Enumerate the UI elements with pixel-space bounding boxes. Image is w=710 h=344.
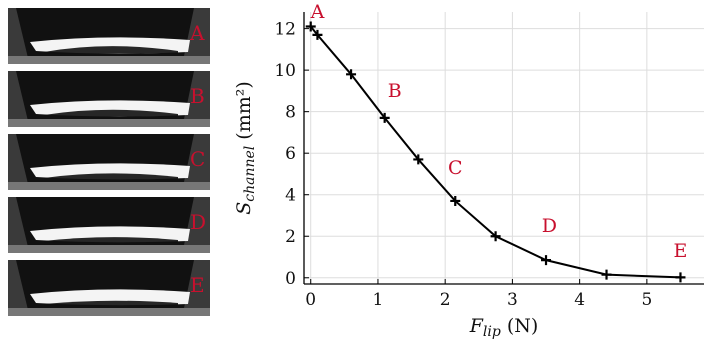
data-point-marker: [450, 195, 461, 206]
axes: [303, 12, 704, 285]
photo-panel: C: [8, 134, 210, 190]
data-point-marker: [541, 255, 552, 266]
photo-bright-band: [30, 289, 190, 306]
y-axis-title-unit: (mm²): [233, 81, 255, 146]
point-label: B: [388, 80, 402, 102]
y-axis-title-main: S: [233, 202, 255, 215]
point-label: D: [542, 215, 557, 237]
series-line: [309, 25, 681, 279]
photo-lower-gray: [8, 119, 210, 127]
data-point-marker: [346, 69, 357, 80]
y-tick-label: 0: [285, 269, 296, 289]
grid: [304, 12, 704, 284]
photo-label: B: [190, 84, 205, 108]
y-tick-label: 8: [285, 103, 296, 123]
y-tick-label: 2: [285, 227, 296, 247]
point-label: A: [310, 1, 325, 23]
photo-panel: E: [8, 260, 210, 316]
x-axis-title: Flip (N): [469, 315, 539, 340]
photo-label: C: [190, 147, 205, 171]
x-tick-label: 4: [574, 290, 585, 310]
x-tick-label: 0: [305, 290, 316, 310]
x-tick-label: 2: [440, 290, 451, 310]
series: [305, 21, 686, 283]
data-point-marker: [490, 231, 501, 242]
data-point-marker: [305, 21, 316, 32]
photo-label: E: [190, 273, 205, 297]
x-axis-title-main: F: [469, 315, 484, 337]
photo-channel-gap: [44, 109, 178, 117]
x-tick-label: 5: [641, 290, 652, 310]
point-labels: A B C D E: [310, 1, 688, 262]
y-tick-label: 4: [285, 186, 296, 206]
photo-label: A: [189, 21, 205, 45]
x-tick-label: 1: [373, 290, 384, 310]
y-tick-label: 6: [285, 144, 296, 164]
point-label: C: [448, 157, 463, 179]
photo-lower-gray: [8, 182, 210, 190]
photo-strip: A B C D E: [8, 8, 210, 316]
photo-panel: B: [8, 71, 210, 127]
point-label: E: [674, 240, 688, 262]
x-axis-title-unit: (N): [501, 315, 539, 337]
x-tick-label: 3: [507, 290, 518, 310]
data-point-marker: [379, 112, 390, 123]
data-point-marker: [601, 269, 612, 280]
data-point-marker: [312, 29, 323, 40]
data-point-marker: [675, 272, 686, 283]
photo-channel-gap: [44, 173, 178, 180]
y-axis-title: Schannel (mm²): [233, 81, 258, 215]
data-point-marker: [413, 154, 424, 165]
photo-panel: A: [8, 8, 210, 64]
photo-label: D: [190, 210, 206, 234]
photo-panel: D: [8, 197, 210, 253]
photo-channel-gap: [44, 46, 178, 54]
y-tick-label: 10: [274, 61, 296, 81]
photo-panels: A B C D E: [8, 8, 210, 316]
y-tick-label: 12: [274, 20, 296, 40]
y-axis-title-sub: channel: [242, 146, 258, 202]
photo-lower-gray: [8, 56, 210, 64]
photo-lower-gray: [8, 308, 210, 316]
photo-channel-gap: [44, 300, 178, 306]
photo-channel-gap: [44, 237, 178, 243]
photo-lower-gray: [8, 245, 210, 253]
x-axis-title-sub: lip: [483, 324, 501, 340]
